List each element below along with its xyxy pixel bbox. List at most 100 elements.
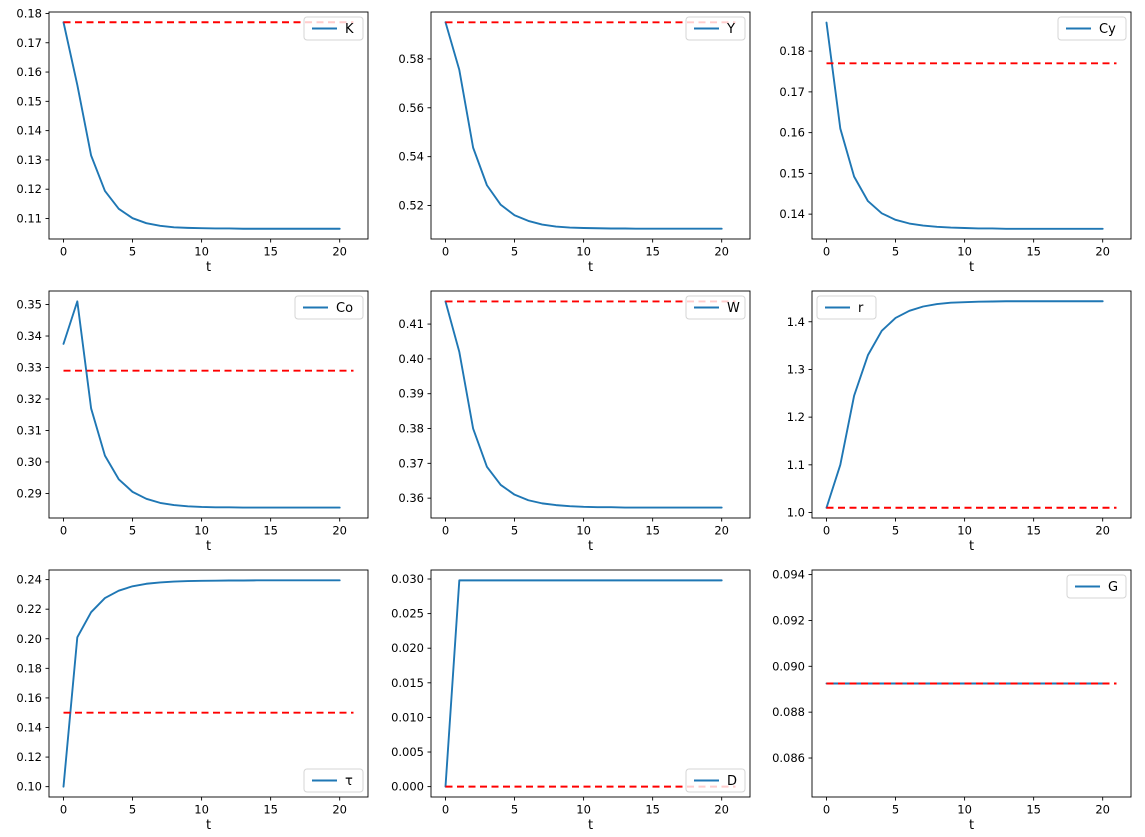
legend-label: W — [727, 301, 740, 316]
x-tick-label: 10 — [194, 803, 209, 817]
y-tick-label: 0.40 — [398, 352, 424, 366]
series-line-K — [62, 21, 341, 230]
y-axis: 0.000 0.005 0.010 0.015 0.020 0.025 0.030 — [391, 572, 431, 794]
y-tick-label: 0.088 — [772, 705, 805, 719]
legend-label: Co — [336, 301, 353, 316]
y-tick-label: 1.3 — [787, 362, 805, 376]
y-tick-label: 0.010 — [391, 710, 424, 724]
y-tick-label: 0.18 — [16, 6, 42, 20]
x-tick-label: 20 — [714, 803, 729, 817]
x-tick-label: 0 — [823, 524, 830, 538]
y-axis: 1.0 1.1 1.2 1.3 1.4 — [787, 315, 813, 520]
legend-D: D — [685, 768, 746, 793]
y-tick-label: 0.13 — [16, 153, 42, 167]
y-axis: 0.10 0.12 0.14 0.16 0.18 0.20 0.22 0.24 — [16, 573, 49, 794]
plot-border — [430, 11, 751, 240]
y-tick-label: 0.33 — [16, 361, 42, 375]
plot-border — [811, 569, 1132, 798]
x-tick-label: 5 — [129, 524, 136, 538]
y-tick-label: 0.092 — [772, 613, 805, 627]
x-tick-label: 5 — [511, 524, 518, 538]
x-tick-label: 15 — [645, 245, 660, 259]
subplot-r: 0 5 10 15 20 1.0 1.1 1.2 1.3 1.4 t r — [763, 279, 1145, 558]
x-axis: 0 5 10 15 20 — [823, 518, 1110, 538]
plot-border — [430, 569, 751, 798]
legend-label: Y — [726, 22, 735, 37]
x-tick-label: 20 — [332, 524, 347, 538]
series-line-W — [444, 300, 723, 509]
x-tick-label: 15 — [645, 803, 660, 817]
x-axis-title: t — [206, 818, 211, 833]
x-axis-title: t — [969, 539, 974, 554]
y-tick-label: 0.38 — [398, 422, 424, 436]
y-tick-label: 0.37 — [398, 456, 424, 470]
y-tick-label: 0.16 — [780, 126, 806, 140]
x-tick-label: 10 — [958, 524, 973, 538]
x-axis: 0 5 10 15 20 — [60, 239, 347, 259]
chart-canvas-Co: 0 5 10 15 20 0.29 0.30 0.31 0.32 0.33 0.34 0.35 t Co — [16, 290, 369, 554]
chart-canvas-τ: 0 5 10 15 20 0.10 0.12 0.14 0.16 0.18 0.20 0.22 0.24… — [16, 569, 369, 833]
x-axis-title: t — [588, 539, 593, 554]
y-tick-label: 0.35 — [16, 298, 42, 312]
legend-label: τ — [345, 774, 353, 789]
legend-Co: Co — [294, 295, 364, 320]
x-axis-title: t — [206, 539, 211, 554]
legend-W: W — [685, 295, 746, 320]
x-tick-label: 10 — [576, 245, 591, 259]
x-tick-label: 20 — [332, 245, 347, 259]
x-axis: 0 5 10 15 20 — [60, 518, 347, 538]
y-tick-label: 0.15 — [780, 166, 806, 180]
y-tick-label: 0.36 — [398, 491, 424, 505]
series-line-r — [825, 300, 1104, 509]
x-axis-title: t — [969, 260, 974, 275]
x-tick-label: 15 — [1027, 803, 1042, 817]
x-tick-label: 0 — [823, 245, 830, 259]
x-axis-title: t — [206, 260, 211, 275]
y-tick-label: 0.14 — [780, 207, 806, 221]
x-tick-label: 5 — [129, 245, 136, 259]
plot-border — [48, 569, 369, 798]
y-tick-label: 0.18 — [780, 44, 806, 58]
y-tick-label: 0.16 — [16, 691, 42, 705]
y-tick-label: 0.31 — [16, 423, 42, 437]
y-tick-label: 0.12 — [16, 182, 42, 196]
legend-label: D — [727, 774, 737, 789]
x-tick-label: 0 — [441, 245, 448, 259]
y-tick-label: 1.2 — [787, 410, 805, 424]
chart-canvas-Y: 0 5 10 15 20 0.52 0.54 0.56 0.58 t Y — [398, 11, 751, 275]
subplot-W: 0 5 10 15 20 0.36 0.37 0.38 0.39 0.40 0.41 t W — [382, 279, 764, 558]
y-tick-label: 0.34 — [16, 329, 42, 343]
y-tick-label: 0.015 — [391, 676, 424, 690]
y-tick-label: 0.52 — [398, 199, 424, 213]
x-tick-label: 20 — [1096, 245, 1111, 259]
legend-Cy: Cy — [1057, 16, 1127, 41]
x-tick-label: 10 — [194, 245, 209, 259]
subplot-D: 0 5 10 15 20 0.000 0.005 0.010 0.015 0.020 0.025 0.… — [382, 558, 764, 837]
series-line-Co — [62, 300, 341, 509]
y-tick-label: 0.41 — [398, 317, 424, 331]
y-tick-label: 0.29 — [16, 486, 42, 500]
series-line-Y — [444, 21, 723, 230]
x-tick-label: 15 — [263, 803, 278, 817]
x-axis: 0 5 10 15 20 — [441, 518, 729, 538]
y-tick-label: 0.11 — [16, 211, 42, 225]
series-line-D — [444, 579, 723, 788]
x-tick-label: 15 — [1027, 524, 1042, 538]
y-tick-label: 0.020 — [391, 641, 424, 655]
subplot-τ: 0 5 10 15 20 0.10 0.12 0.14 0.16 0.18 0.20 0.22 0.24… — [0, 558, 382, 837]
x-tick-label: 15 — [263, 524, 278, 538]
chart-canvas-W: 0 5 10 15 20 0.36 0.37 0.38 0.39 0.40 0.41 t W — [398, 290, 751, 554]
y-tick-label: 0.090 — [772, 659, 805, 673]
y-tick-label: 0.16 — [16, 65, 42, 79]
subplot-Cy: 0 5 10 15 20 0.14 0.15 0.16 0.17 0.18 t Cy — [763, 0, 1145, 279]
y-tick-label: 0.15 — [16, 94, 42, 108]
y-tick-label: 1.0 — [787, 506, 805, 520]
y-tick-label: 0.025 — [391, 607, 424, 621]
x-tick-label: 5 — [892, 803, 899, 817]
chart-canvas-r: 0 5 10 15 20 1.0 1.1 1.2 1.3 1.4 t r — [787, 290, 1132, 554]
x-tick-label: 5 — [511, 803, 518, 817]
x-tick-label: 0 — [60, 524, 67, 538]
y-tick-label: 0.24 — [16, 573, 42, 587]
plot-border — [430, 290, 751, 519]
